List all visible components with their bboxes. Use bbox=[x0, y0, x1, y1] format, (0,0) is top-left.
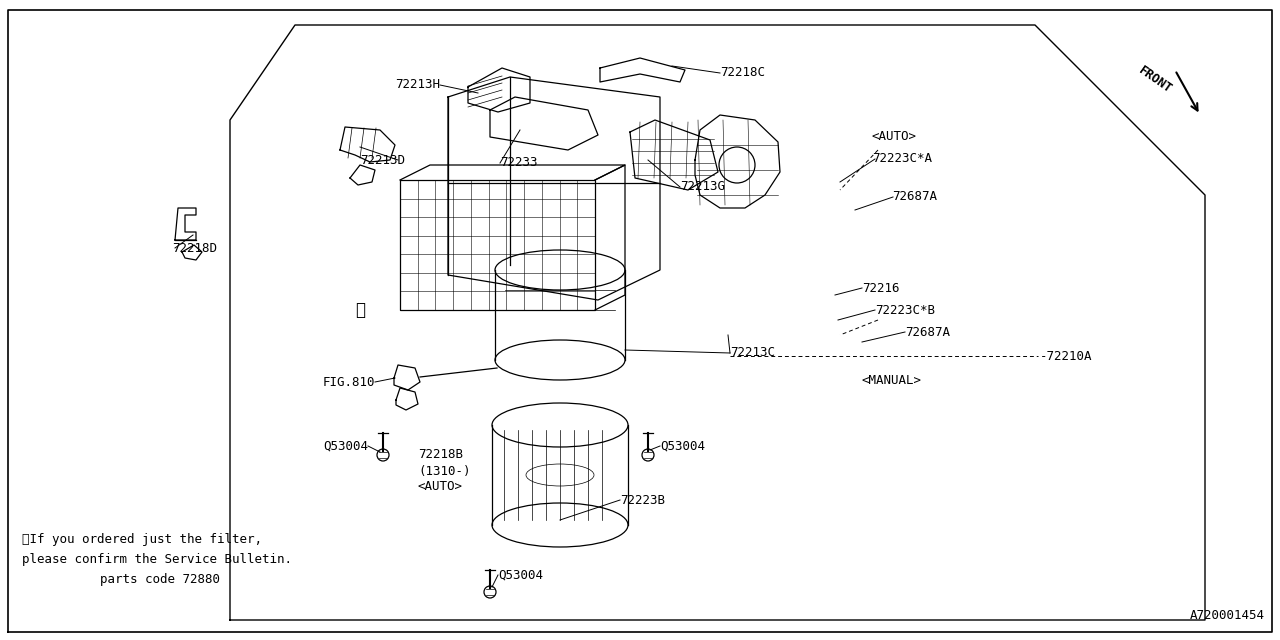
Text: 72233: 72233 bbox=[500, 157, 538, 170]
Circle shape bbox=[643, 449, 654, 461]
Bar bbox=[399, 180, 595, 310]
Text: Q53004: Q53004 bbox=[323, 440, 369, 452]
Text: -72210A: -72210A bbox=[1039, 349, 1093, 362]
Circle shape bbox=[484, 586, 497, 598]
Text: FIG.810: FIG.810 bbox=[323, 376, 375, 388]
Text: Q53004: Q53004 bbox=[498, 568, 543, 582]
Text: 72687A: 72687A bbox=[892, 191, 937, 204]
Text: A720001454: A720001454 bbox=[1190, 609, 1265, 622]
Text: 72223B: 72223B bbox=[620, 493, 666, 506]
Text: 72213H: 72213H bbox=[396, 79, 440, 92]
Text: 72223C*A: 72223C*A bbox=[872, 152, 932, 166]
Text: 72218B: 72218B bbox=[419, 449, 463, 461]
Text: 72218C: 72218C bbox=[719, 67, 765, 79]
Text: FRONT: FRONT bbox=[1135, 64, 1174, 96]
Text: 72223C*B: 72223C*B bbox=[876, 303, 934, 317]
Text: 72213D: 72213D bbox=[360, 154, 404, 166]
Text: please confirm the Service Bulletin.: please confirm the Service Bulletin. bbox=[22, 554, 292, 566]
Text: 72216: 72216 bbox=[861, 282, 900, 294]
Text: <AUTO>: <AUTO> bbox=[419, 481, 463, 493]
Text: <AUTO>: <AUTO> bbox=[872, 131, 916, 143]
Text: 72213C: 72213C bbox=[730, 346, 774, 360]
Text: (1310-): (1310-) bbox=[419, 465, 471, 477]
Text: Q53004: Q53004 bbox=[660, 440, 705, 452]
Text: parts code 72880: parts code 72880 bbox=[100, 573, 220, 586]
Text: 72218D: 72218D bbox=[172, 241, 218, 255]
Text: <MANUAL>: <MANUAL> bbox=[861, 374, 922, 387]
Text: 72687A: 72687A bbox=[905, 326, 950, 339]
Circle shape bbox=[378, 449, 389, 461]
Text: ※: ※ bbox=[355, 301, 365, 319]
Text: ※If you ordered just the filter,: ※If you ordered just the filter, bbox=[22, 534, 262, 547]
Text: 72213G: 72213G bbox=[680, 180, 724, 193]
